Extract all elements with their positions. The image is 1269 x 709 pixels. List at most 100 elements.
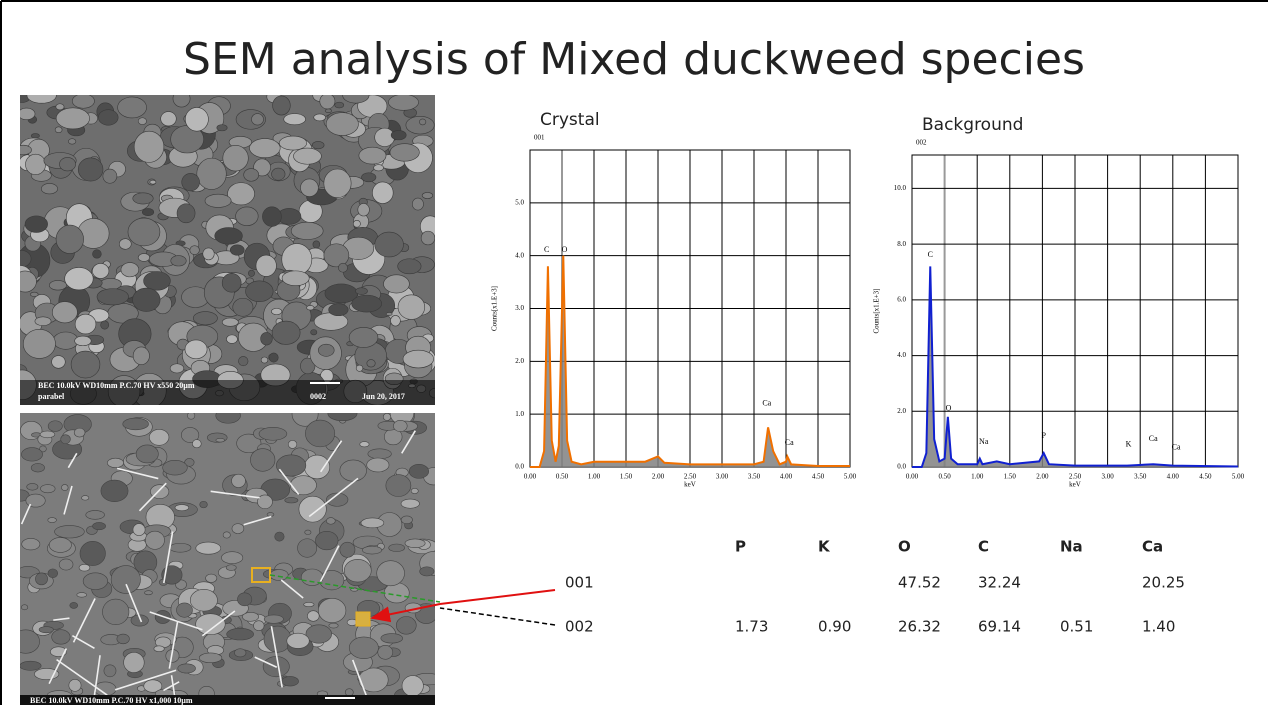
texture	[404, 538, 426, 548]
texture	[355, 287, 368, 295]
y-tick-label: 8.0	[897, 240, 906, 248]
texture	[315, 531, 339, 551]
texture	[235, 206, 259, 226]
chart-subtitle: 002	[916, 139, 927, 147]
y-tick-label: 4.0	[515, 251, 524, 259]
texture	[100, 320, 110, 330]
texture	[110, 565, 141, 594]
texture	[405, 116, 435, 135]
texture	[307, 610, 320, 622]
texture	[189, 589, 218, 612]
texture	[297, 538, 318, 558]
texture	[266, 512, 275, 517]
texture	[238, 356, 249, 367]
texture	[174, 504, 190, 512]
texture	[143, 271, 171, 291]
x-tick-label: 5.00	[844, 473, 857, 481]
texture	[100, 479, 129, 502]
sem-caption: BEC 10.0kV WD10mm P.C.70 HV x1,000 10µm	[30, 696, 193, 705]
spectrum-line	[530, 255, 850, 468]
texture	[276, 454, 307, 477]
texture	[30, 291, 39, 297]
texture	[195, 541, 222, 555]
texture	[306, 305, 315, 311]
texture	[382, 413, 392, 421]
table-cell: 32.24	[978, 574, 1021, 592]
texture	[359, 441, 370, 448]
texture	[47, 420, 63, 432]
texture	[361, 172, 377, 183]
needle-crystal	[20, 503, 32, 525]
needle-crystal	[168, 620, 179, 669]
texture	[351, 294, 382, 313]
texture	[20, 629, 40, 654]
texture	[196, 157, 227, 190]
texture	[390, 315, 401, 327]
table-cell: 1.73	[735, 618, 768, 636]
texture	[397, 258, 422, 275]
texture	[281, 676, 299, 687]
texture	[77, 157, 104, 182]
texture	[71, 95, 95, 109]
sem-caption: parabel	[38, 392, 65, 401]
texture	[176, 602, 193, 618]
texture	[383, 274, 410, 294]
texture	[127, 217, 161, 247]
table-header: Ca	[1142, 538, 1163, 556]
texture	[130, 614, 149, 627]
texture	[388, 95, 419, 111]
chart-title: Crystal	[540, 110, 600, 130]
table-header: P	[735, 538, 746, 556]
texture	[393, 419, 408, 432]
texture	[74, 313, 97, 335]
texture	[58, 558, 74, 571]
texture	[189, 245, 200, 255]
texture	[400, 498, 420, 509]
y-tick-label: 2.0	[515, 357, 524, 365]
texture	[249, 138, 281, 159]
texture	[202, 247, 215, 261]
texture	[169, 363, 185, 374]
texture	[50, 646, 67, 657]
x-tick-label: 4.00	[1167, 473, 1180, 481]
x-tick-label: 1.50	[620, 473, 633, 481]
texture	[69, 602, 79, 609]
texture	[132, 346, 150, 365]
texture	[343, 559, 372, 583]
texture	[366, 457, 390, 473]
x-tick-label: 0.50	[556, 473, 569, 481]
x-tick-label: 2.00	[1036, 473, 1049, 481]
texture	[153, 645, 165, 652]
connector	[269, 574, 441, 603]
texture	[47, 568, 58, 579]
texture	[367, 448, 392, 460]
texture	[357, 203, 370, 217]
texture	[132, 523, 146, 536]
texture	[30, 133, 40, 139]
texture	[107, 457, 124, 468]
peak-label: O	[562, 245, 568, 254]
table-header: O	[898, 538, 911, 556]
caption-bar	[20, 380, 435, 405]
texture	[348, 636, 379, 659]
texture	[215, 438, 225, 443]
texture	[226, 628, 254, 641]
peak-label: Ca	[762, 398, 771, 407]
texture	[385, 474, 412, 497]
needle-crystal	[201, 610, 236, 637]
texture	[51, 355, 66, 369]
texture	[251, 113, 264, 126]
texture	[372, 181, 394, 204]
texture	[263, 614, 284, 624]
texture	[231, 523, 245, 534]
texture	[21, 447, 43, 462]
texture	[54, 525, 85, 539]
sem-id: 0002	[310, 392, 326, 401]
texture	[170, 255, 187, 267]
texture	[286, 632, 310, 649]
texture	[79, 540, 106, 566]
y-tick-label: 0.0	[897, 463, 906, 471]
texture	[287, 440, 298, 449]
texture	[222, 531, 231, 539]
texture	[334, 101, 345, 109]
